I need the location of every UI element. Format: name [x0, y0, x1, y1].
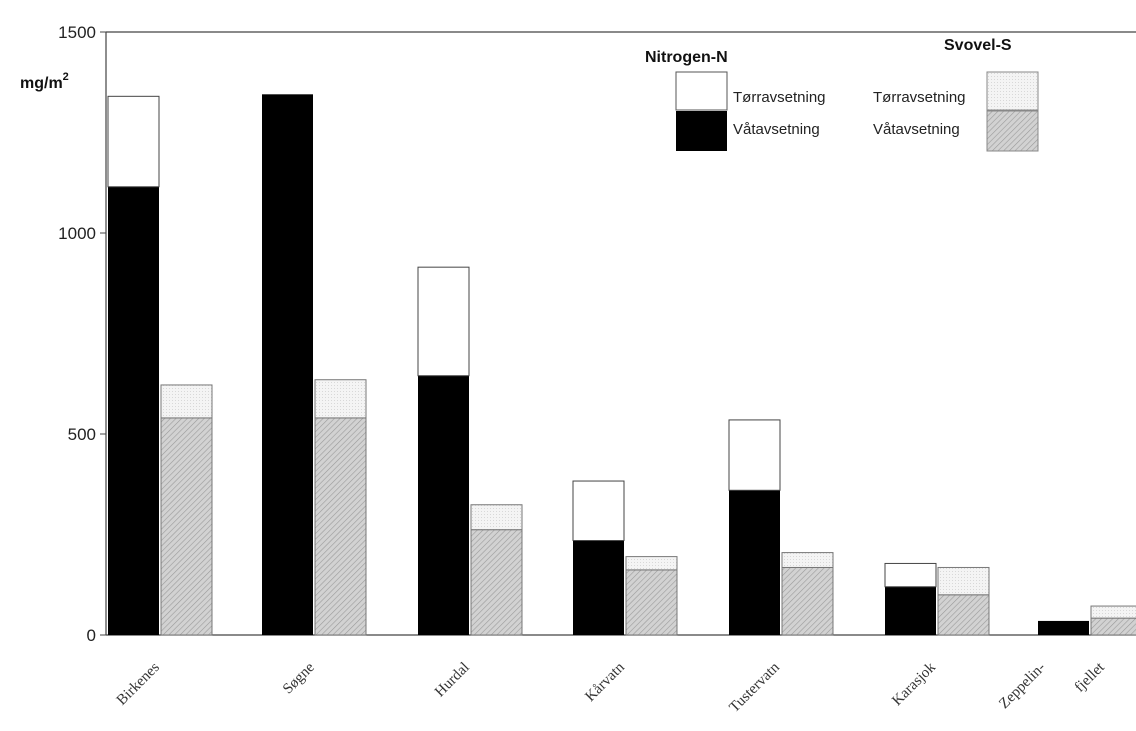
legend-swatch-nitrogen-dry	[675, 71, 728, 111]
x-category-label: Kårvatn	[582, 659, 628, 705]
bar-sulfur-wet	[781, 566, 834, 636]
x-category-label: Søgne	[280, 659, 318, 697]
legend-title-nitrogen: Nitrogen-N	[645, 49, 728, 66]
bar-sulfur-wet	[937, 594, 990, 636]
bar-nitrogen-dry	[417, 266, 470, 377]
bar-nitrogen-wet	[885, 586, 936, 635]
bar-sulfur-dry	[625, 556, 678, 571]
y-tick-label: 1500	[58, 23, 96, 42]
bar-sulfur-wet	[314, 417, 367, 636]
bars	[107, 94, 1136, 636]
legend-label-nitrogen-dry: Tørravsetning	[733, 89, 826, 106]
bar-nitrogen-wet	[418, 375, 469, 635]
x-category-label: Tustervatn	[727, 659, 784, 716]
bar-sulfur-wet	[625, 569, 678, 636]
y-tick-label: 500	[68, 425, 96, 444]
bar-sulfur-dry	[160, 384, 213, 419]
bar-nitrogen-wet	[108, 186, 159, 635]
x-category-label: fjellet	[1072, 659, 1109, 696]
bar-nitrogen-wet	[729, 490, 780, 635]
legend-label-sulfur-wet: Våtavsetning	[873, 121, 960, 138]
bar-nitrogen-dry	[884, 562, 937, 588]
y-axis-label: mg/m2	[20, 71, 69, 92]
bar-sulfur-dry	[314, 379, 367, 419]
bar-sulfur-wet	[470, 529, 523, 636]
bar-nitrogen-wet	[1038, 620, 1089, 635]
x-category-label: Zeppelin-	[996, 660, 1049, 713]
legend-title-sulfur: Svovel-S	[944, 37, 1012, 54]
bar-nitrogen-dry	[728, 419, 781, 491]
bar-sulfur-dry	[470, 504, 523, 531]
bar-sulfur-dry	[937, 566, 990, 596]
y-tick-label: 0	[87, 626, 96, 645]
legend-swatch-sulfur-dry	[986, 71, 1039, 111]
bar-nitrogen-wet	[262, 94, 313, 635]
legend-label-nitrogen-wet: Våtavsetning	[733, 121, 820, 138]
x-category-label: Hurdal	[432, 660, 473, 701]
bar-nitrogen-dry	[572, 480, 625, 542]
bar-nitrogen-dry	[107, 95, 160, 188]
legend-label-sulfur-dry: Tørravsetning	[873, 89, 966, 106]
bar-sulfur-dry	[781, 552, 834, 568]
bar-sulfur-dry	[1090, 605, 1136, 619]
legend-swatch-nitrogen-wet	[676, 111, 727, 151]
x-category-label: Birkenes	[114, 659, 163, 708]
x-category-label: Karasjok	[889, 659, 939, 709]
bar-nitrogen-wet	[573, 540, 624, 635]
bar-sulfur-wet	[160, 417, 213, 636]
category-labels: Birkenes Søgne Hurdal Kårvatn Tustervatn Kara…	[114, 659, 1109, 716]
legend: Nitrogen-N Svovel-S Tørravsetning Våtavs…	[645, 37, 1039, 152]
bar-sulfur-wet	[1090, 617, 1136, 636]
legend-swatch-sulfur-wet	[986, 110, 1039, 152]
y-tick-label: 1000	[58, 224, 96, 243]
